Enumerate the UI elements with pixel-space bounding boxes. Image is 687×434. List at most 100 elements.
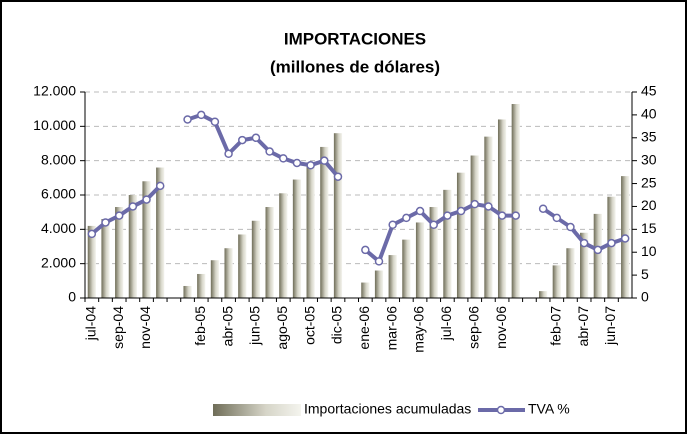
y2-tick-label: 20 [641, 197, 657, 213]
bar [183, 285, 192, 298]
y2-tick-label: 40 [641, 106, 657, 122]
line-marker [620, 234, 630, 243]
y2-tick-label: 45 [641, 83, 657, 99]
x-tick-label: ago-05 [274, 306, 290, 350]
line-marker [142, 195, 151, 204]
line-marker [429, 220, 438, 230]
line-marker [361, 245, 370, 255]
bar [361, 282, 370, 298]
y2-tick-label: 0 [641, 289, 649, 305]
bar [333, 133, 343, 298]
bar [470, 155, 479, 298]
line-marker [388, 220, 397, 230]
line-marker [607, 238, 616, 248]
x-tick-label: abr-07 [575, 306, 591, 347]
line-marker [196, 110, 206, 120]
bar [142, 181, 151, 298]
bar [388, 255, 397, 298]
x-tick-label: abr-05 [219, 306, 235, 347]
line-marker [415, 206, 425, 216]
line-marker [443, 211, 452, 220]
legend-label: Importaciones acumuladas [304, 401, 471, 417]
line-marker [320, 156, 329, 165]
bar [292, 179, 302, 298]
line-marker [238, 135, 247, 145]
y2-tick-label: 35 [641, 128, 657, 144]
line-marker [538, 204, 548, 213]
x-tick-label: may-06 [411, 306, 427, 353]
x-tick-label: dic-05 [329, 306, 345, 344]
line-marker [87, 229, 97, 239]
bar [374, 270, 384, 298]
bar [539, 291, 548, 298]
bar [197, 273, 206, 298]
bar [87, 225, 96, 298]
bar [497, 119, 507, 298]
x-tick-label: sep-06 [465, 306, 481, 349]
bar [484, 136, 493, 298]
y2-tick-label: 5 [641, 266, 649, 282]
line-marker [183, 115, 192, 124]
line-marker [511, 211, 521, 220]
bar [128, 195, 137, 298]
bar [429, 207, 438, 298]
line-marker [579, 238, 589, 248]
bar [279, 193, 288, 298]
bar [580, 232, 589, 298]
bar [593, 213, 602, 298]
line-marker [402, 213, 411, 223]
line-marker [484, 202, 493, 211]
y2-tick-label: 10 [641, 243, 657, 259]
bar [320, 146, 329, 298]
line-marker [333, 172, 343, 181]
y-tick-label: 4.000 [41, 220, 76, 236]
legend-swatch [213, 404, 301, 416]
chart-title: IMPORTACIONES [284, 29, 426, 48]
x-tick-label: oct-05 [301, 306, 317, 345]
line-marker [251, 133, 261, 143]
legend-marker [496, 405, 506, 415]
bar [415, 222, 425, 298]
line-marker [497, 211, 507, 220]
bar [402, 239, 411, 298]
line-marker [265, 147, 274, 156]
x-tick-label: nov-04 [137, 306, 153, 349]
x-tick-label: ene-06 [356, 306, 372, 350]
y-tick-label: 2.000 [41, 254, 76, 270]
bar [511, 104, 520, 299]
line-marker [101, 218, 110, 227]
line-marker [552, 213, 562, 223]
bar [251, 220, 261, 298]
x-tick-label: sep-04 [110, 306, 126, 349]
line-marker [306, 160, 315, 170]
line-marker [292, 158, 302, 168]
bar [224, 248, 233, 298]
bar [456, 172, 466, 298]
y2-tick-label: 30 [641, 151, 657, 167]
y-tick-label: 10.000 [33, 117, 76, 133]
bar [552, 265, 561, 298]
legend-label: TVA % [528, 401, 570, 417]
x-tick-label: feb-05 [192, 306, 208, 346]
line-marker [566, 222, 575, 232]
x-tick-label: feb-07 [547, 306, 563, 346]
line [90, 112, 626, 265]
line-marker [114, 211, 124, 220]
bar [238, 234, 247, 298]
x-tick-label: jun-05 [247, 306, 263, 346]
y-tick-label: 6.000 [41, 186, 76, 202]
bar [306, 162, 315, 298]
x-tick-label: jun-07 [602, 306, 618, 346]
line-marker [128, 202, 138, 211]
bar [210, 260, 220, 298]
x-tick-label: jul-06 [438, 306, 454, 341]
x-tick-label: jul-04 [83, 306, 99, 341]
y2-tick-label: 25 [641, 174, 657, 190]
line-marker [279, 154, 288, 163]
bar [101, 219, 110, 298]
y-tick-label: 12.000 [33, 83, 76, 99]
bar [443, 189, 452, 298]
bar [115, 207, 124, 298]
y-tick-label: 8.000 [41, 151, 76, 167]
